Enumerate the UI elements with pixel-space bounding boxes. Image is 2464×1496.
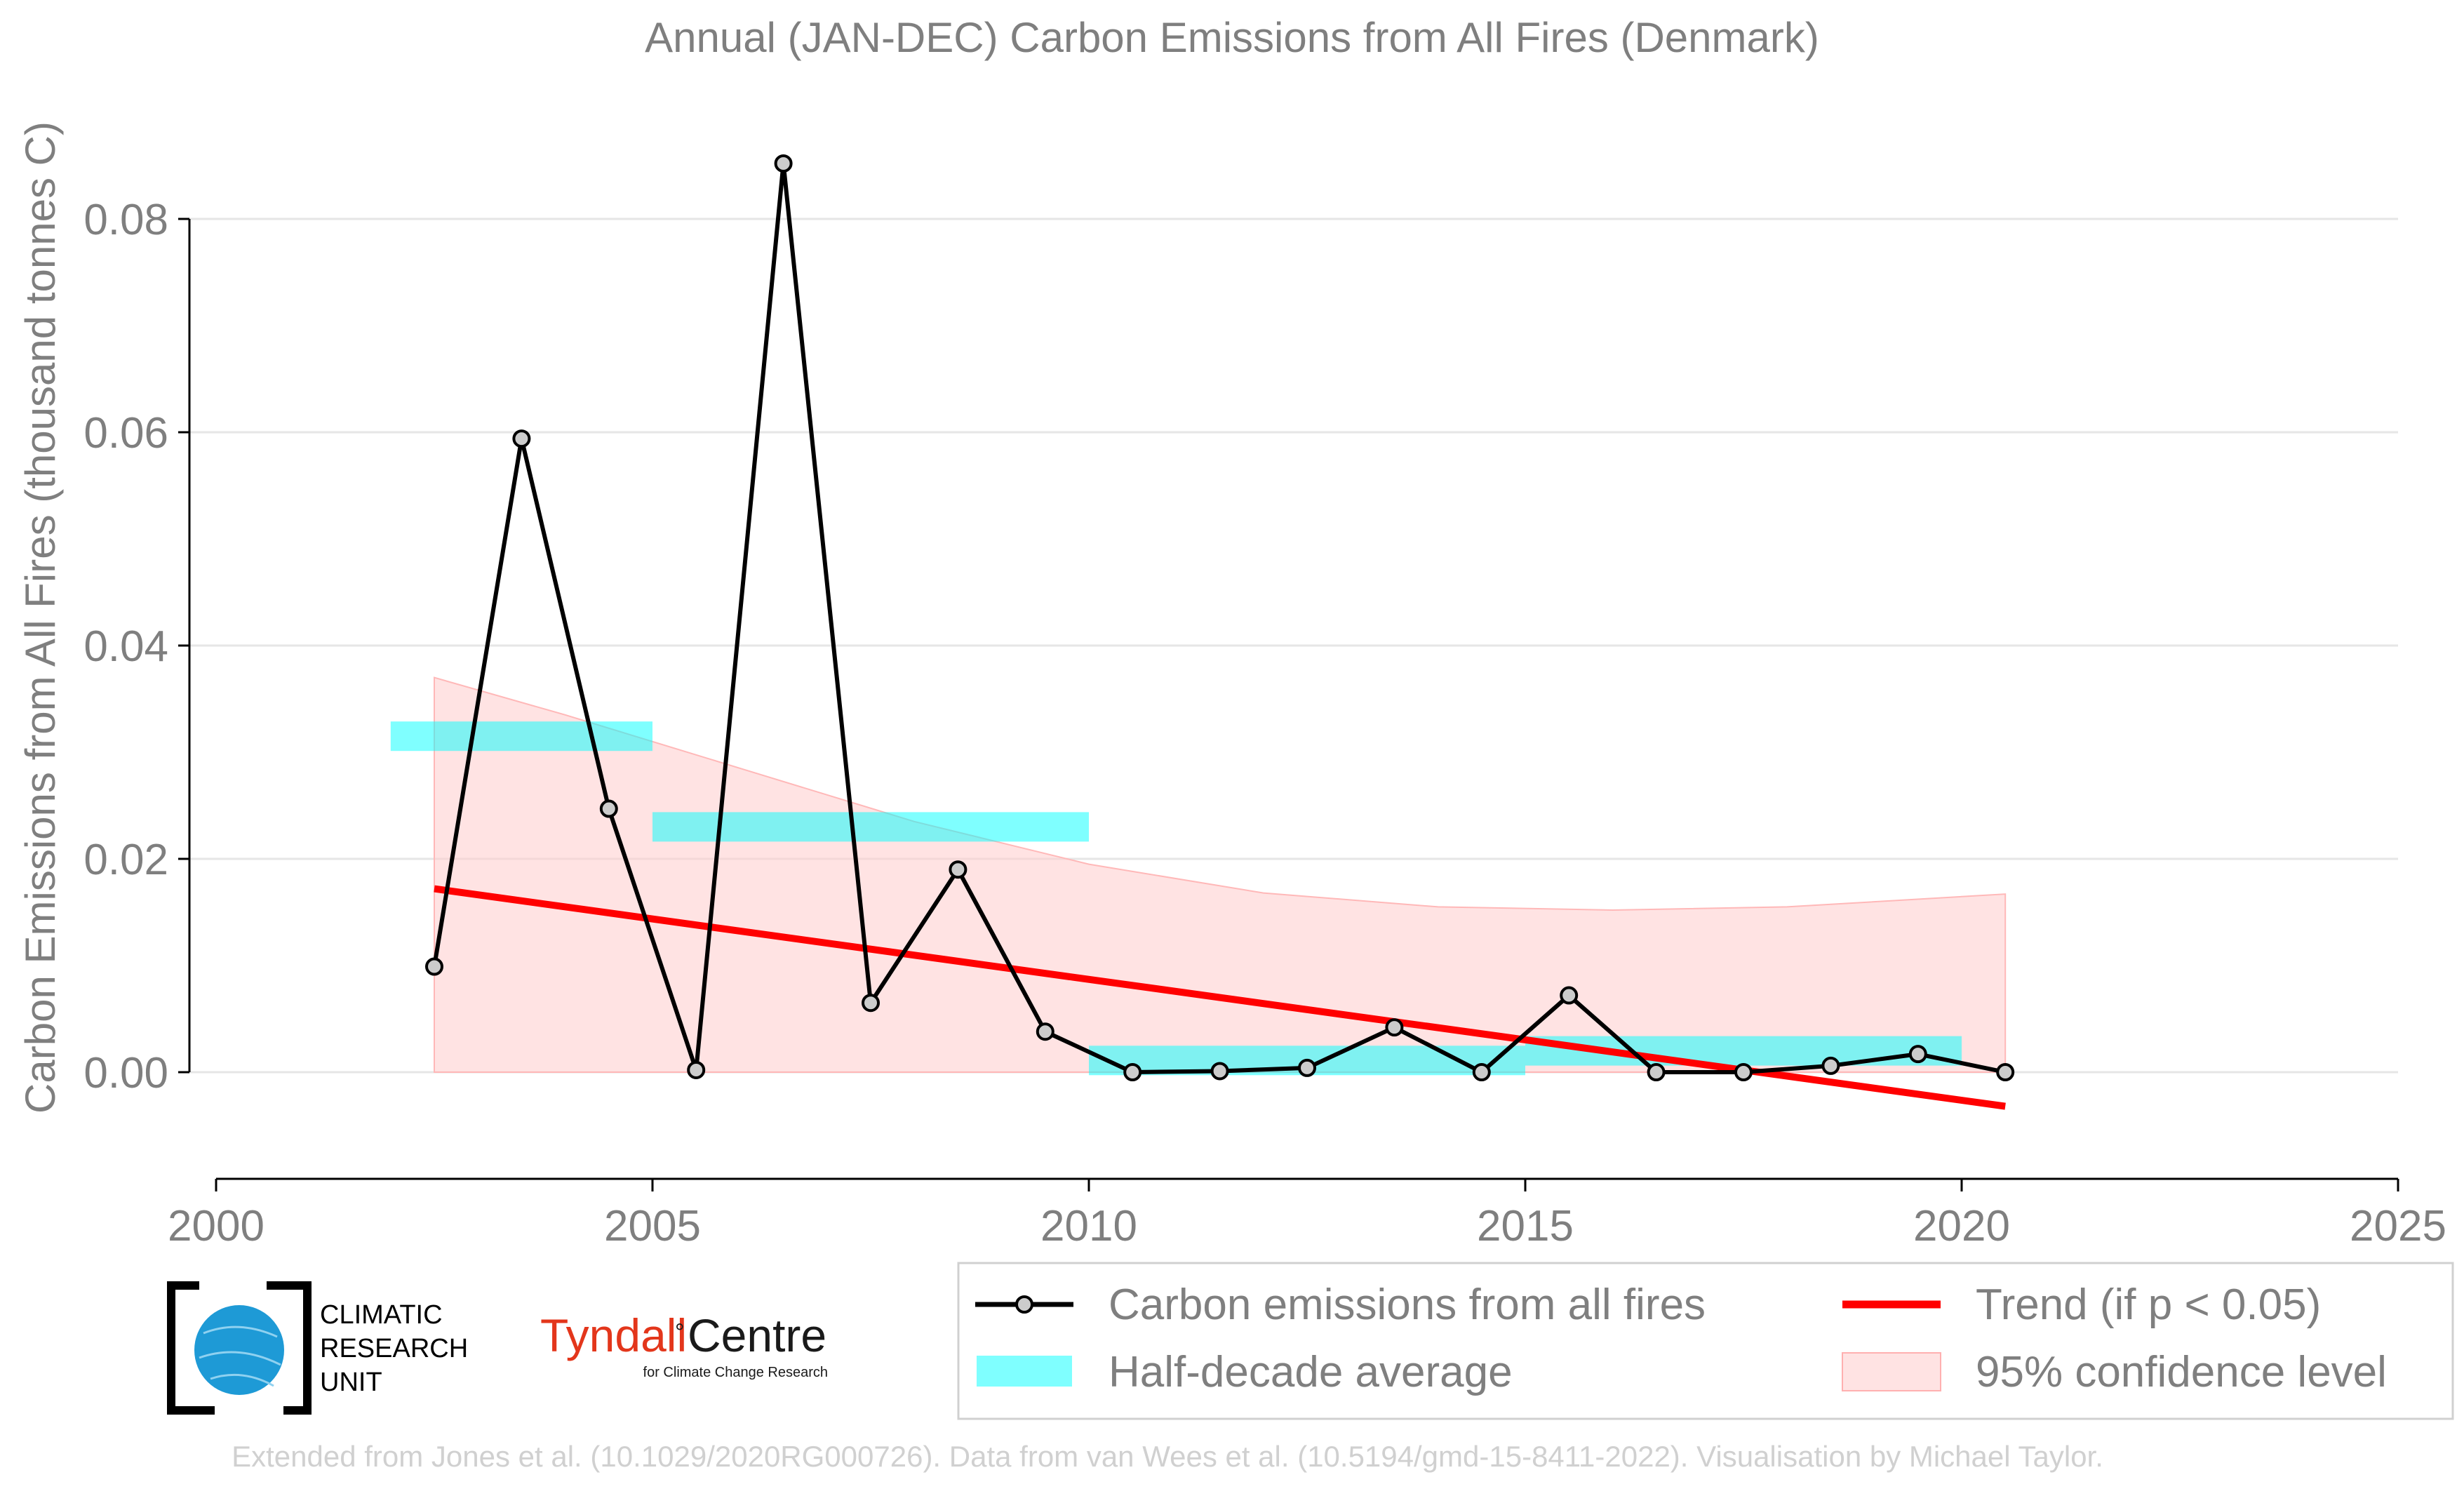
y-tick-label: 0.06 — [83, 409, 168, 458]
tyndall-logo: Tyndall ° Centre for Climate Change Rese… — [540, 1309, 828, 1380]
data-point — [949, 860, 967, 879]
data-point — [1647, 1063, 1666, 1081]
data-point — [512, 429, 531, 448]
y-tick-label: 0.04 — [83, 622, 168, 671]
y-tick-label: 0.00 — [83, 1049, 168, 1097]
cru-bracket-right — [267, 1281, 312, 1415]
y-tick-label: 0.02 — [83, 836, 168, 884]
data-point — [1385, 1018, 1404, 1037]
globe-lines — [199, 1325, 281, 1387]
tyndall-centre-word: Centre — [688, 1309, 826, 1361]
x-tick-label: 2005 — [604, 1202, 701, 1250]
data-point — [1908, 1045, 1927, 1064]
legend-label-emissions: Carbon emissions from all fires — [1109, 1281, 1706, 1329]
credit-line: Extended from Jones et al. (10.1029/2020… — [232, 1440, 2103, 1473]
data-point — [599, 799, 618, 818]
data-point — [1210, 1062, 1229, 1081]
half-decade-bar — [652, 812, 1089, 842]
tyndall-degree: ° — [675, 1319, 685, 1346]
x-tick-label: 2010 — [1040, 1202, 1137, 1250]
cru-line-1: CLIMATIC — [320, 1300, 443, 1330]
legend: Carbon emissions from all fires Trend (i… — [957, 1262, 2454, 1420]
tyndall-subtitle: for Climate Change Research — [643, 1365, 828, 1380]
legend-label-ci: 95% confidence level — [1976, 1348, 2387, 1396]
data-point — [1821, 1056, 1840, 1075]
half-decade-bar — [390, 721, 652, 752]
chart-title: Annual (JAN-DEC) Carbon Emissions from A… — [645, 14, 1819, 61]
legend-swatch-halfdecade — [977, 1356, 1072, 1387]
tyndall-wordmark: Tyndall — [540, 1309, 687, 1361]
cru-line-2: RESEARCH — [320, 1334, 468, 1363]
axes: 0.00 0.02 0.04 0.06 0.08 2000 2005 2010 2015 2020… — [83, 196, 2446, 1250]
legend-swatch-ci — [1842, 1352, 1941, 1391]
data-point — [774, 154, 793, 173]
x-tick-label: 2025 — [2350, 1202, 2446, 1250]
data-point — [1123, 1063, 1142, 1081]
legend-box — [957, 1262, 2454, 1420]
data-point — [687, 1060, 706, 1079]
y-axis-label: Carbon Emissions from All Fires (thousan… — [17, 121, 64, 1114]
cru-line-3: UNIT — [320, 1368, 382, 1397]
x-tick-label: 2015 — [1477, 1202, 1574, 1250]
cru-logo: CLIMATIC RESEARCH UNIT — [167, 1281, 468, 1415]
data-point — [1298, 1058, 1316, 1077]
globe-icon — [194, 1305, 284, 1395]
data-point — [1734, 1063, 1753, 1081]
emissions-series — [425, 154, 2015, 1081]
data-point — [1996, 1063, 2015, 1081]
cru-bracket-left — [167, 1281, 215, 1415]
legend-marker-emissions — [1015, 1295, 1033, 1314]
x-tick-label: 2000 — [168, 1202, 265, 1250]
legend-label-trend: Trend (if p < 0.05) — [1976, 1281, 2321, 1329]
data-point — [425, 957, 443, 976]
legend-label-halfdecade: Half-decade average — [1109, 1348, 1513, 1396]
data-point — [862, 994, 880, 1013]
x-tick-label: 2020 — [1913, 1202, 2010, 1250]
data-point — [1560, 986, 1579, 1005]
data-point — [1036, 1022, 1054, 1041]
y-tick-label: 0.08 — [83, 196, 168, 244]
data-point — [1472, 1063, 1491, 1081]
